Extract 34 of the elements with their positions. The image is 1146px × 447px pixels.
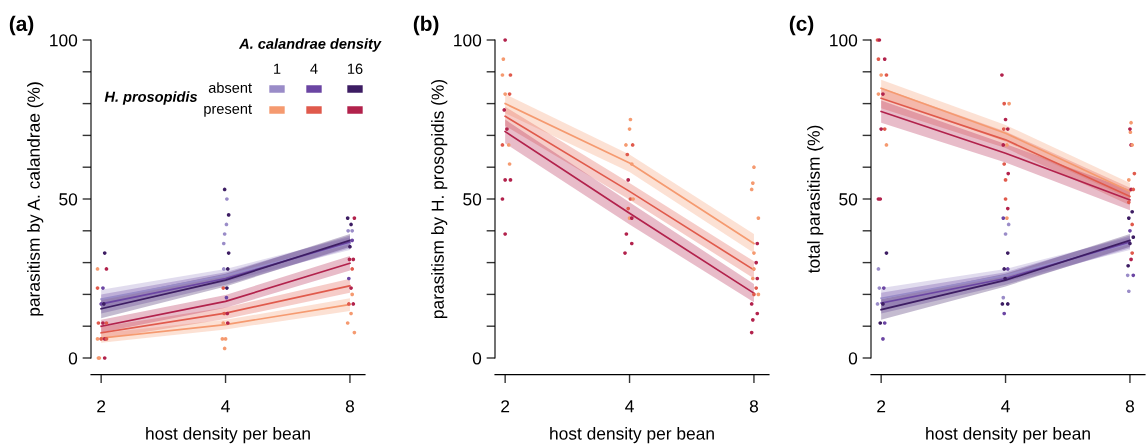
x-tick-label: 2 xyxy=(877,400,886,413)
chart-title: (b) xyxy=(413,15,439,36)
y-tick-label: 100 xyxy=(830,34,858,47)
y-tick-label: 100 xyxy=(454,34,482,47)
x-tick-label: 4 xyxy=(625,400,634,413)
annotation: 1 xyxy=(274,63,281,74)
x-tick-label: 2 xyxy=(501,400,510,413)
y-axis-title: parasitism by H. prosopidis (%) xyxy=(431,79,448,318)
legend-title: A. calandrae density xyxy=(238,38,382,52)
annotation: 16 xyxy=(348,63,363,74)
x-axis-title: host density per bean xyxy=(550,426,714,444)
y-tick-label: 100 xyxy=(50,34,78,47)
x-axis-title: host density per bean xyxy=(146,426,310,444)
annotation: present xyxy=(204,104,252,117)
x-axis-title: host density per bean xyxy=(926,426,1090,444)
y-tick-label: 50 xyxy=(839,193,858,206)
y-axis-title: total parasitism (%) xyxy=(807,125,824,274)
y-tick-label: 0 xyxy=(68,352,78,365)
chart-title: (c) xyxy=(789,15,814,36)
chart-title: (a) xyxy=(9,15,34,36)
annotation: 4 xyxy=(310,63,318,74)
y-tick-label: 50 xyxy=(59,193,78,206)
y-tick-label: 0 xyxy=(848,352,858,365)
x-tick-label: 8 xyxy=(749,400,759,413)
annotation: absent xyxy=(208,82,252,93)
y-tick-label: 0 xyxy=(472,352,482,365)
x-tick-label: 8 xyxy=(1125,400,1135,413)
x-tick-label: 2 xyxy=(97,400,106,413)
x-tick-label: 8 xyxy=(345,400,355,413)
y-tick-label: 50 xyxy=(463,193,482,206)
x-tick-label: 4 xyxy=(221,400,230,413)
y-axis-title: parasitism by A. calandrae (%) xyxy=(27,82,44,316)
annotation: H. prosopidis xyxy=(104,91,198,105)
x-tick-label: 4 xyxy=(1001,400,1010,413)
